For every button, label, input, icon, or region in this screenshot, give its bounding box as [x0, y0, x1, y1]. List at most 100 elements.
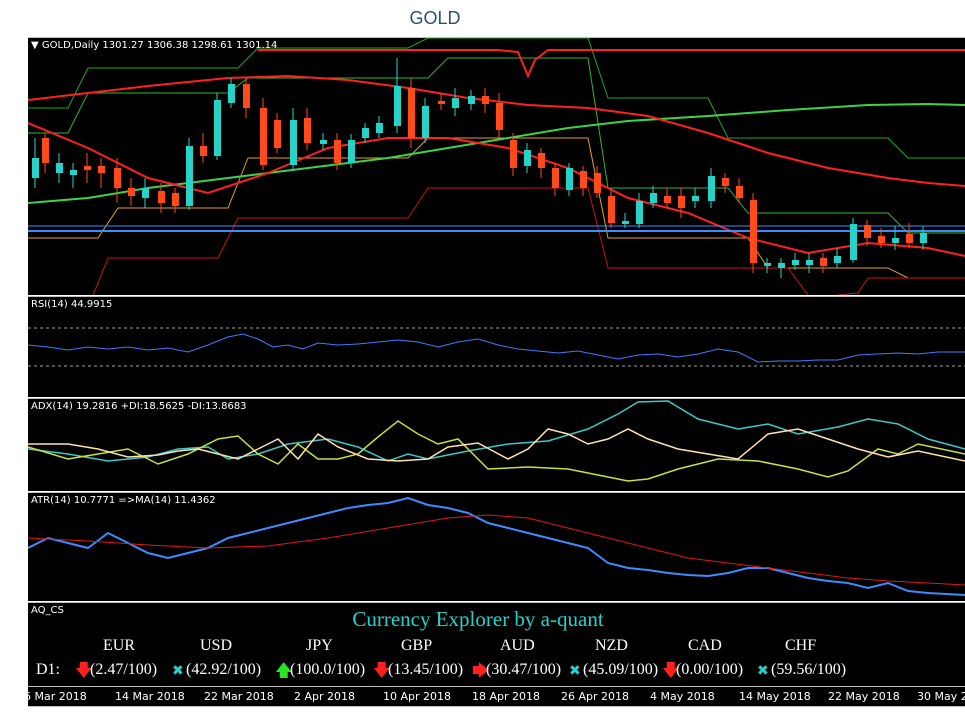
time-axis-label: 10 Apr 2018 — [383, 690, 452, 703]
price-chart-pane[interactable]: ▼ GOLD,Daily 1301.27 1306.38 1298.61 130… — [28, 37, 965, 295]
channel-lower-line — [92, 187, 809, 295]
currency-explorer-pane[interactable]: AQ_CS Currency Explorer by a-quant EUR U… — [28, 602, 965, 687]
bullish-candle — [70, 170, 77, 175]
bullish-candle — [834, 256, 841, 263]
bearish-candle — [274, 120, 281, 148]
bullish-candle — [348, 140, 355, 163]
bullish-candle — [56, 163, 63, 173]
bearish-candle — [482, 96, 489, 104]
currency-explorer-title: Currency Explorer by a-quant — [352, 607, 604, 631]
currency-value-chf: (59.56/100) — [771, 661, 847, 678]
bullish-candle — [452, 98, 459, 108]
arrow-down-right-icon: 🡆 — [472, 661, 490, 681]
timeframe-label: D1: — [36, 661, 60, 678]
currency-value-eur: (2.47/100) — [90, 661, 158, 678]
currency-name-gbp: GBP — [401, 637, 433, 654]
bearish-candle — [906, 234, 913, 243]
time-axis-label: 18 Apr 2018 — [472, 690, 541, 703]
cross-icon: ✖ — [172, 663, 184, 679]
currency-value-gbp: (13.45/100) — [388, 661, 464, 678]
time-axis-label: 30 May 2 — [917, 690, 965, 703]
bullish-candle — [422, 106, 429, 138]
time-axis-label: 2 Apr 2018 — [294, 690, 356, 703]
adx-pane[interactable]: ADX(14) 19.2816 +DI:18.5625 -DI:13.8683 — [28, 398, 965, 491]
atr-indicator[interactable] — [28, 493, 965, 601]
bullish-candle — [142, 188, 149, 198]
bullish-candle — [622, 221, 629, 224]
plus-di-line — [28, 420, 965, 482]
bearish-candle — [496, 103, 503, 130]
currency-name-jpy: JPY — [306, 637, 333, 654]
bearish-candle — [736, 186, 743, 198]
bearish-candle — [438, 101, 445, 104]
adx-label: ADX(14) 19.2816 +DI:18.5625 -DI:13.8683 — [31, 401, 247, 412]
cross-icon: ✖ — [569, 663, 581, 679]
channel-lower-line-2 — [837, 277, 965, 295]
time-axis-label: 22 May 2018 — [828, 690, 900, 703]
bearish-candle — [128, 188, 135, 196]
bullish-candle — [362, 128, 369, 138]
bullish-candle — [850, 224, 857, 260]
currency-value-usd: (42.92/100) — [186, 661, 262, 678]
bearish-candle — [722, 178, 729, 186]
bullish-candle — [764, 263, 771, 266]
currency-name-aud: AUD — [500, 637, 535, 654]
atr-pane[interactable]: ATR(14) 10.7771 =>MA(14) 11.4362 — [28, 492, 965, 601]
bullish-candle — [806, 260, 813, 265]
bearish-candle — [84, 166, 91, 170]
bearish-candle — [243, 84, 250, 108]
bullish-candle — [650, 193, 657, 203]
left-margin — [0, 37, 28, 706]
time-axis-label: 6 Mar 2018 — [24, 690, 87, 703]
currency-explorer-label: AQ_CS — [31, 605, 64, 616]
bullish-candle — [376, 123, 383, 133]
rsi-indicator[interactable] — [28, 297, 965, 397]
bearish-candle — [98, 166, 105, 173]
bullish-candle — [186, 146, 193, 206]
bearish-candle — [408, 88, 415, 138]
adx-indicator[interactable] — [28, 399, 965, 491]
bearish-candle — [878, 236, 885, 243]
arrow-up-icon: 🡅 — [275, 661, 293, 681]
time-axis-label: 26 Apr 2018 — [561, 690, 630, 703]
bearish-candle — [114, 168, 121, 188]
bearish-candle — [510, 140, 517, 168]
bullish-candle — [524, 150, 531, 166]
currency-value-aud: (30.47/100) — [486, 661, 562, 678]
rsi-pane[interactable]: RSI(14) 44.9915 — [28, 296, 965, 397]
channel-upper-line — [28, 38, 965, 159]
channel-upper-line-2 — [28, 57, 965, 234]
currency-name-chf: CHF — [785, 637, 817, 654]
time-axis-label: 4 May 2018 — [650, 690, 715, 703]
rsi-label: RSI(14) 44.9915 — [31, 299, 113, 310]
bullish-candle — [778, 263, 785, 268]
atr-ma-line — [28, 514, 965, 586]
bullish-candle — [792, 260, 799, 265]
cross-icon: ✖ — [757, 663, 769, 679]
channel-mid-line — [28, 137, 965, 279]
candlestick-chart[interactable] — [28, 38, 965, 295]
bearish-candle — [334, 140, 341, 163]
currency-name-usd: USD — [200, 637, 233, 654]
currency-name-eur: EUR — [103, 637, 135, 654]
bullish-candle — [290, 120, 297, 165]
bullish-candle — [32, 158, 39, 178]
bearish-candle — [200, 146, 207, 156]
bearish-candle — [750, 200, 757, 263]
bullish-candle — [708, 176, 715, 201]
ohlc-readout: GOLD,Daily 1301.27 1306.38 1298.61 1301.… — [41, 40, 278, 51]
atr-label: ATR(14) 10.7771 =>MA(14) 11.4362 — [31, 495, 216, 506]
bearish-candle — [538, 153, 545, 168]
arrow-down-icon: 🡇 — [373, 661, 391, 681]
bearish-candle — [664, 196, 671, 203]
bearish-candle — [864, 225, 871, 238]
minus-di-line — [28, 428, 965, 462]
currency-value-nzd: (45.09/100) — [583, 661, 659, 678]
rsi-line — [28, 333, 965, 363]
arrow-down-icon: 🡇 — [75, 661, 93, 681]
bullish-candle — [394, 86, 401, 126]
atr-line — [28, 496, 965, 596]
bullish-candle — [320, 140, 327, 144]
currency-name-cad: CAD — [688, 637, 722, 654]
bullish-candle — [566, 168, 573, 190]
